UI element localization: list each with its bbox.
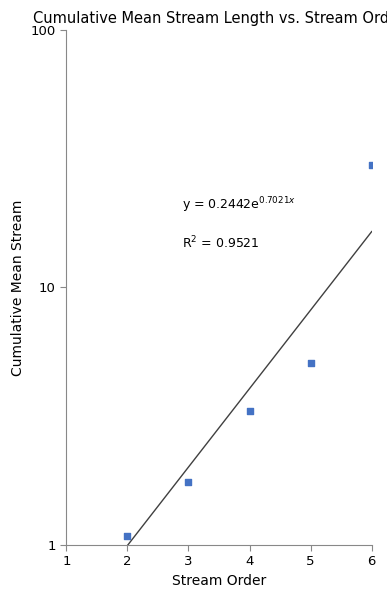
X-axis label: Stream Order: Stream Order: [172, 574, 266, 588]
Text: y = 0.2442e$^{0.7021x}$: y = 0.2442e$^{0.7021x}$: [182, 196, 296, 216]
Y-axis label: Cumulative Mean Stream: Cumulative Mean Stream: [11, 199, 25, 376]
Title: Cumulative Mean Stream Length vs. Stream Order: Cumulative Mean Stream Length vs. Stream…: [33, 11, 387, 26]
Text: R$^2$ = 0.9521: R$^2$ = 0.9521: [182, 235, 260, 252]
Point: [247, 407, 253, 416]
Point: [308, 358, 314, 368]
Point: [368, 160, 375, 170]
Point: [185, 477, 192, 487]
Point: [124, 531, 130, 541]
